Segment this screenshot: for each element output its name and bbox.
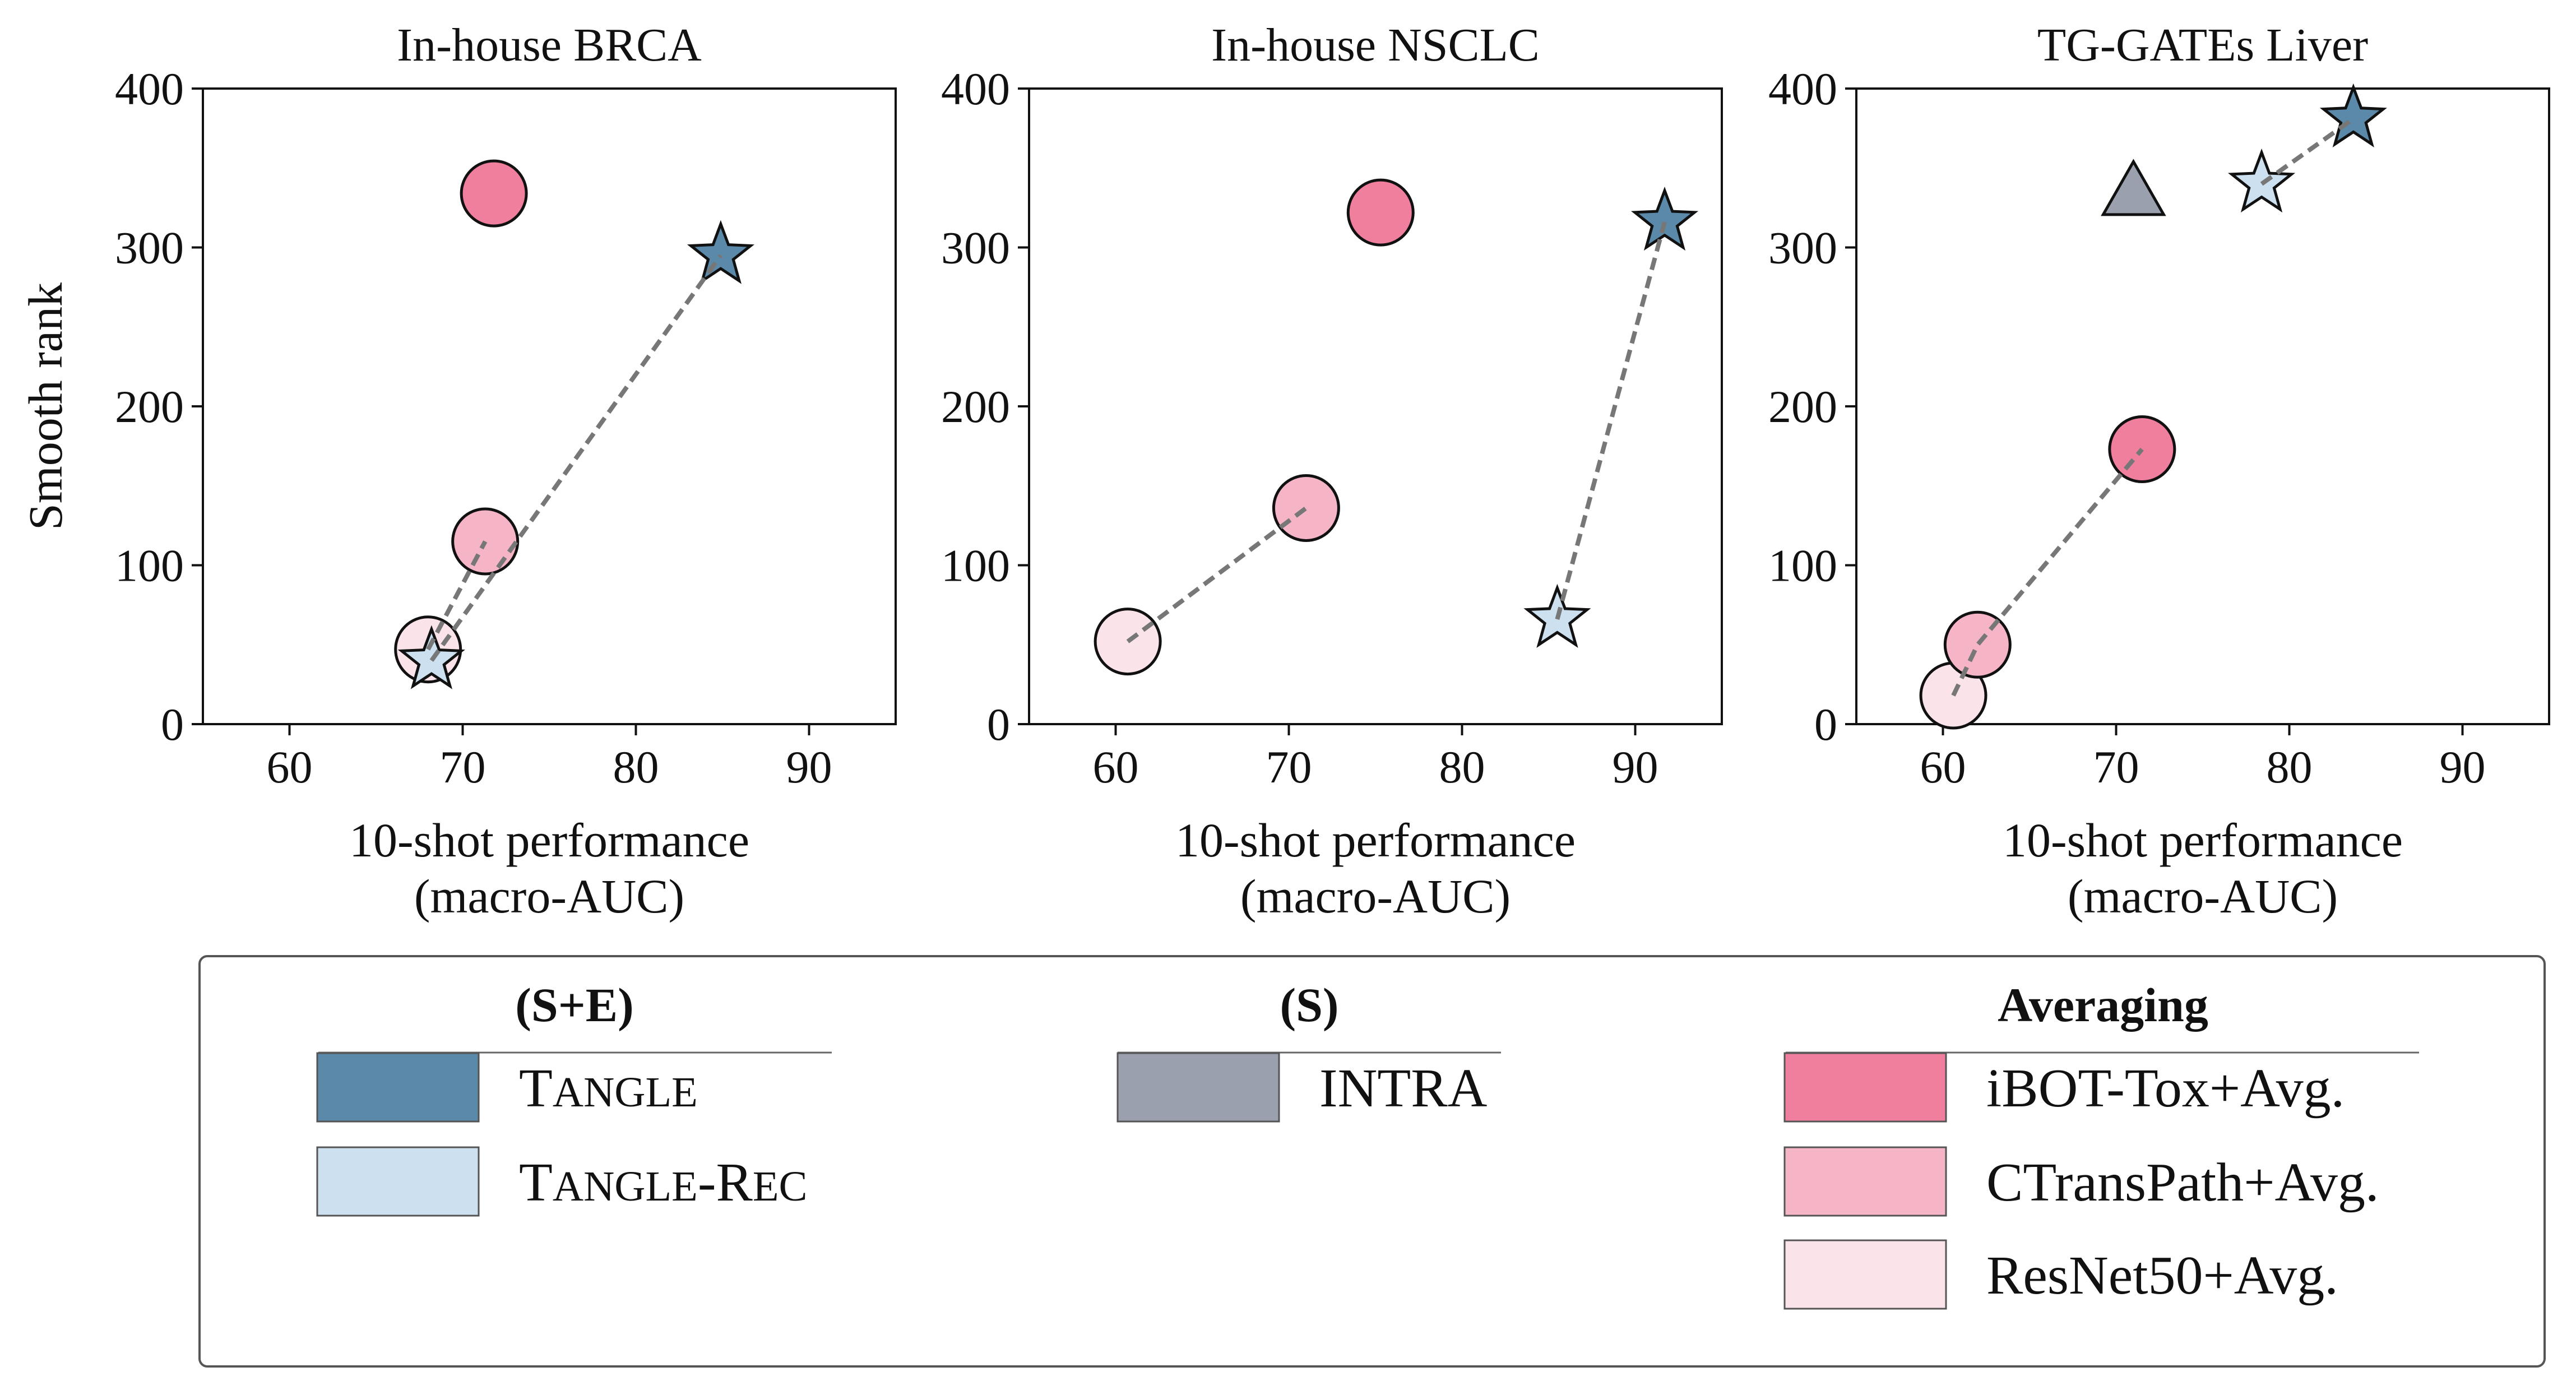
- x-axis-label-unit: (macro-AUC): [414, 869, 684, 923]
- y-tick-label: 100: [115, 540, 184, 591]
- data-point-tangle: [2319, 83, 2387, 147]
- x-tick-label: 70: [1266, 742, 1312, 793]
- legend-group-title: (S): [1280, 978, 1338, 1032]
- legend: (S+E) TANGLE TANGLE-REC (S) INTRA Averaging iB…: [198, 955, 2546, 1368]
- y-tick-label: 300: [115, 223, 184, 274]
- x-axis-label-unit: (macro-AUC): [1240, 869, 1511, 923]
- x-tick-label: 60: [1093, 742, 1139, 793]
- x-axis-label: 10-shot performance: [1175, 813, 1576, 867]
- trend-line: [426, 540, 488, 651]
- data-point-tangle-rec: [2228, 148, 2296, 213]
- plot-frame: [202, 87, 897, 725]
- y-tick-label: 100: [941, 540, 1010, 591]
- x-tick-label: 90: [786, 742, 832, 793]
- legend-swatch: [316, 1052, 480, 1123]
- chart-panel-3: TG-GATEs Liver 60 70 80 90 0 100 200 300 400 10-sh…: [1768, 19, 2550, 923]
- x-tick-label: 60: [267, 742, 313, 793]
- legend-label: iBOT-Tox+Avg.: [1986, 1058, 2345, 1119]
- y-tick-label: 0: [1814, 699, 1837, 750]
- x-axis-label-unit: (macro-AUC): [2068, 869, 2338, 923]
- chart-title: TG-GATEs Liver: [2037, 19, 2368, 71]
- trend-line: [1555, 221, 1667, 620]
- x-tick-label: 90: [1613, 742, 1658, 793]
- legend-label: TANGLE-REC: [519, 1152, 808, 1213]
- y-tick-label: 200: [115, 381, 184, 432]
- legend-box: [198, 955, 2546, 1368]
- y-tick-label: 400: [115, 63, 184, 114]
- y-tick-label: 0: [161, 699, 184, 750]
- legend-swatch: [1116, 1052, 1280, 1123]
- legend-label: TANGLE: [519, 1058, 698, 1119]
- legend-label: ResNet50+Avg.: [1986, 1245, 2338, 1306]
- x-tick-label: 80: [2267, 742, 2313, 793]
- x-tick-label: 80: [1439, 742, 1485, 793]
- legend-swatch: [1783, 1146, 1947, 1217]
- legend-group-1: (S+E) TANGLE TANGLE-REC: [316, 978, 832, 1217]
- chart-panel-1: In-house BRCA 60 70 80 90 0 100 200 300 400 10-sho…: [18, 19, 897, 923]
- x-tick-label: 60: [1920, 742, 1966, 793]
- x-axis-label: 10-shot performance: [2003, 813, 2403, 867]
- legend-group-3: Averaging iBOT-Tox+Avg. CTransPath+Avg. Res…: [1783, 978, 2419, 1310]
- data-point-ctranspath-avg: [1943, 610, 2012, 679]
- legend-swatch: [316, 1146, 480, 1217]
- y-tick-label: 300: [1768, 223, 1837, 274]
- legend-group-title: (S+E): [515, 978, 633, 1032]
- chart-panel-2: In-house NSCLC 60 70 80 90 0 100 200 300 400 10-sh…: [941, 19, 1723, 923]
- x-tick-label: 90: [2440, 742, 2486, 793]
- y-tick-label: 300: [941, 223, 1010, 274]
- x-axis-label: 10-shot performance: [349, 813, 749, 867]
- data-point-ctranspath-avg: [1272, 474, 1340, 542]
- x-tick-label: 80: [613, 742, 659, 793]
- y-tick-label: 200: [941, 381, 1010, 432]
- legend-swatch: [1783, 1052, 1947, 1123]
- legend-label: INTRA: [1319, 1058, 1488, 1119]
- panels: In-house BRCA 60 70 80 90 0 100 200 300 400 10-sho…: [18, 19, 2550, 923]
- trend-line: [429, 254, 723, 662]
- data-point-intra: [2101, 159, 2166, 216]
- data-point-ibot-tox-avg: [1346, 178, 1415, 247]
- data-point-ibot-tox-avg: [460, 159, 528, 228]
- legend-group-title: Averaging: [1998, 978, 2208, 1032]
- data-point-tangle: [687, 220, 754, 284]
- y-tick-label: 400: [1768, 63, 1837, 114]
- data-point-ctranspath-avg: [451, 507, 520, 576]
- x-tick-label: 70: [2093, 742, 2139, 793]
- y-axis-label: Smooth rank: [18, 282, 72, 530]
- y-tick-label: 100: [1768, 540, 1837, 591]
- chart-title: In-house BRCA: [397, 19, 702, 71]
- legend-group-2: (S) INTRA: [1116, 978, 1501, 1123]
- y-tick-label: 400: [941, 63, 1010, 114]
- legend-label: CTransPath+Avg.: [1986, 1152, 2379, 1213]
- x-tick-label: 70: [440, 742, 486, 793]
- chart-title: In-house NSCLC: [1211, 19, 1540, 71]
- y-tick-label: 0: [987, 699, 1010, 750]
- data-point-tangle: [1631, 186, 1699, 251]
- y-tick-label: 200: [1768, 381, 1837, 432]
- legend-swatch: [1783, 1239, 1947, 1310]
